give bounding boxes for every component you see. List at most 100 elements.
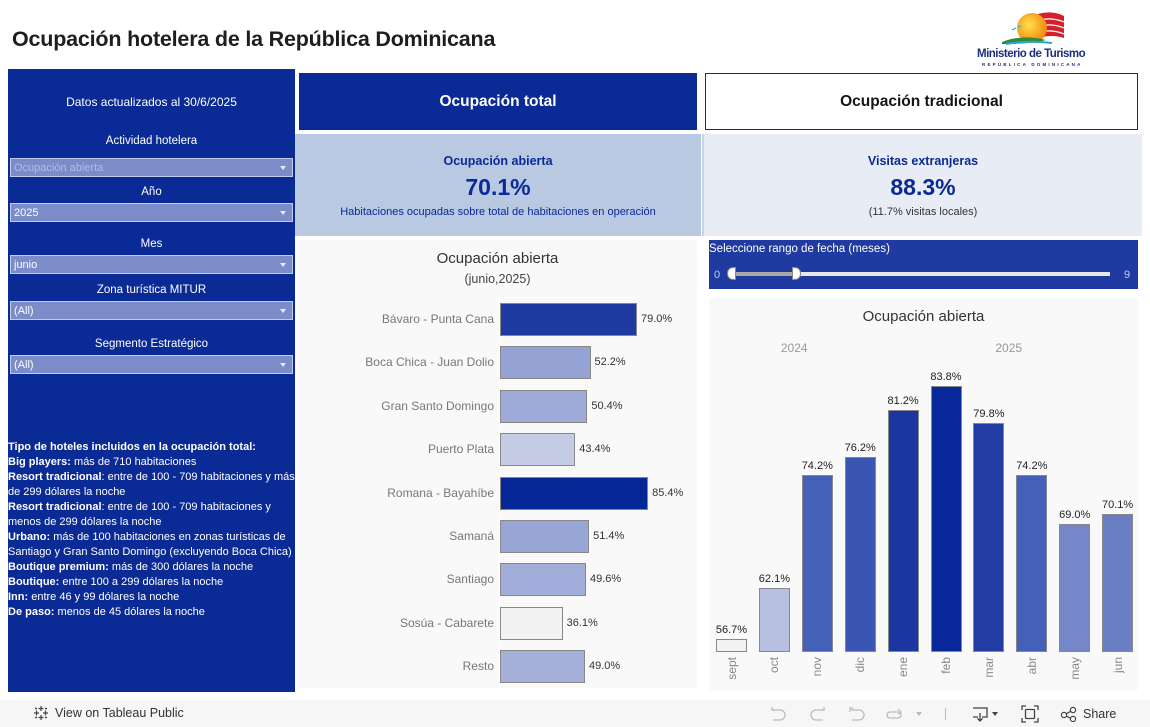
bar[interactable] [1016,475,1048,652]
bar-value-label: 62.1% [758,573,790,586]
dropdown-segmento[interactable]: (All) [10,355,293,374]
month-axis-label: feb [939,657,953,674]
bar[interactable] [801,475,833,652]
tab-label: Ocupación tradicional [840,92,1003,110]
bar[interactable] [1102,513,1134,652]
month-axis-label: may [1067,657,1082,680]
view-link-label: View on Tableau Public [55,706,184,720]
note-term: Big players: [8,456,71,468]
dropdown-zona-turistica[interactable]: (All) [10,301,293,320]
bar[interactable] [500,346,591,380]
note-term: Boutique premium: [8,561,109,573]
slider-handle-start[interactable] [727,267,736,280]
note-desc: entre 46 y 99 dólares la noche [28,591,180,603]
bar-value-label: 85.4% [652,486,684,499]
filters-sidebar: Datos actualizados al 30/6/2025 Activida… [8,69,295,692]
sun-logo-icon [1002,12,1065,45]
revert-button[interactable] [847,705,867,723]
share-button[interactable]: Share [1060,705,1116,723]
filter-label-ano: Año [141,186,162,198]
page-title: Ocupación hotelera de la República Domin… [12,27,496,51]
bar[interactable] [716,638,747,652]
dropdown-ano[interactable]: 2025 [10,203,293,222]
download-button[interactable] [970,705,1000,723]
refresh-options-dropdown[interactable] [914,705,924,723]
bar[interactable] [1059,523,1091,652]
bar-value-label: 49.0% [588,660,621,673]
bar[interactable] [844,456,876,652]
bar[interactable] [500,606,563,640]
toolbar-divider [945,708,946,720]
caret-down-icon [916,712,922,716]
revert-icon [849,707,865,721]
note-item: De paso: menos de 45 dólares la noche [8,605,295,620]
bar-value-label: 79.8% [973,407,1005,420]
refresh-button[interactable] [885,705,905,723]
note-term: De paso: [8,606,55,618]
monthly-occupancy-bar-chart: Ocupación abierta 56.7% sept 62.1% oct 74.2%… [709,298,1138,690]
chart-title: Ocupación abierta [436,250,559,267]
bar-value-label: 83.8% [930,370,962,383]
bar-value-label: 69.0% [1059,508,1091,521]
note-desc: : entre de 100 - 709 habitaciones y meno… [8,501,271,528]
note-desc: más de 300 dólares la noche [108,561,254,573]
bar-value-label: 36.1% [566,616,598,629]
kpi-ocupacion-abierta: Ocupación abierta 70.1% Habitaciones ocu… [295,134,701,236]
share-label: Share [1083,707,1117,721]
chart-subtitle: (junio,2025) [464,272,531,286]
year-group-label: 2024 [780,341,808,355]
bar[interactable] [500,389,588,423]
tab-ocupacion-total[interactable]: Ocupación total [299,73,697,130]
note-item: Inn: entre 46 y 99 dólares la noche [8,590,295,605]
bar[interactable] [887,409,919,652]
download-icon [973,707,988,722]
view-on-tableau-public-link[interactable]: View on Tableau Public [33,705,184,721]
bar-value-label: 51.4% [593,530,625,542]
note-item: Resort tradicional: entre de 100 - 709 h… [8,470,295,500]
logo-name: Ministerio de Turismo [977,48,1086,60]
dropdown-mes[interactable]: junio [10,255,293,274]
month-axis-label: sept [724,657,739,680]
chevron-down-icon [280,263,286,267]
bar[interactable] [930,385,962,652]
note-item: Boutique: entre 100 a 299 dólares la noc… [8,575,295,590]
ministerio-turismo-logo: Ministerio de Turismo REPÚBLICA DOMINICA… [972,8,1092,68]
bar[interactable] [500,476,649,510]
dropdown-actividad-hotelera[interactable]: Ocupación abierta [10,158,293,177]
note-term: Inn: [8,591,29,603]
undo-button[interactable] [768,705,788,723]
chart-title: Ocupación abierta [862,308,985,325]
bar[interactable] [973,422,1005,652]
bar-value-label: 43.4% [579,443,611,456]
slider-selected-range [728,272,801,276]
bar[interactable] [758,588,790,652]
note-desc: menos de 45 dólares la noche [54,606,205,618]
slider-handle-end[interactable] [792,267,802,280]
y-axis-line [499,296,500,688]
filter-label-mes: Mes [140,238,163,250]
filter-label-zona: Zona turística MITUR [96,284,207,296]
fullscreen-button[interactable] [1021,705,1039,723]
bar[interactable] [500,303,637,336]
bar[interactable] [500,520,590,553]
bar[interactable] [500,650,585,684]
tab-ocupacion-tradicional[interactable]: Ocupación tradicional [705,73,1138,130]
month-axis-label: nov [810,657,825,677]
dropdown-value: junio [14,259,38,271]
bar-category-label: Gran Santo Domingo [381,398,494,413]
note-item: Resort tradicional: entre de 100 - 709 h… [8,500,295,530]
month-axis-label: abr [1024,657,1039,675]
dropdown-value: (All) [14,359,34,371]
chevron-down-icon [280,309,286,313]
kpi-visitas-extranjeras: Visitas extranjeras 88.3% (11.7% visitas… [702,134,1142,236]
bar[interactable] [500,563,586,597]
bar-value-label: 52.2% [594,356,626,369]
bar[interactable] [500,433,576,467]
bar-value-label: 79.0% [640,313,673,325]
logo-subtitle: REPÚBLICA DOMINICANA [982,62,1083,67]
note-term: Resort tradicional [8,471,102,483]
redo-button[interactable] [808,705,828,723]
data-updated-text: Datos actualizados al 30/6/2025 [66,95,237,109]
slider-track[interactable] [728,272,1110,276]
bar-category-label: Romana - Bayahíbe [387,485,494,500]
